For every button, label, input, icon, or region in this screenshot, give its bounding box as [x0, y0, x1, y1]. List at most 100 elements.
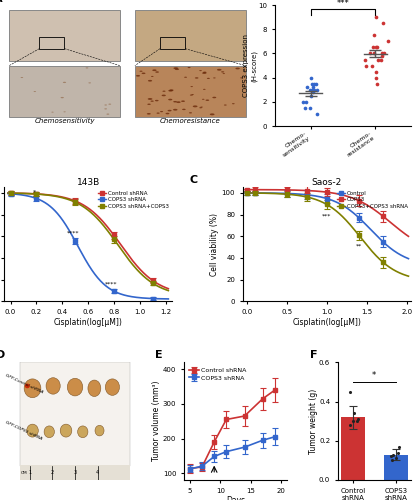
Text: ****: **** — [105, 282, 118, 287]
Ellipse shape — [161, 94, 166, 96]
Point — [372, 44, 379, 52]
Ellipse shape — [175, 68, 179, 70]
Point — [388, 452, 394, 460]
Point — [381, 50, 387, 58]
FancyBboxPatch shape — [9, 66, 120, 116]
Text: 3: 3 — [73, 470, 77, 476]
FancyBboxPatch shape — [9, 10, 120, 61]
Point — [309, 80, 315, 88]
Ellipse shape — [190, 94, 193, 96]
Ellipse shape — [205, 100, 209, 101]
Ellipse shape — [151, 76, 154, 77]
Legend: Control shRNA, COPS3 shRNA: Control shRNA, COPS3 shRNA — [187, 366, 249, 383]
Ellipse shape — [152, 70, 156, 71]
Ellipse shape — [203, 89, 205, 90]
Ellipse shape — [156, 112, 160, 114]
Point — [313, 110, 320, 118]
Ellipse shape — [34, 91, 36, 92]
Text: GFP-COPS3 shRNA: GFP-COPS3 shRNA — [4, 420, 42, 441]
FancyBboxPatch shape — [20, 362, 130, 466]
Point — [354, 416, 361, 424]
Point — [307, 104, 314, 112]
Ellipse shape — [105, 379, 120, 396]
Ellipse shape — [67, 378, 83, 396]
Ellipse shape — [160, 111, 163, 112]
Text: 1: 1 — [28, 470, 32, 476]
Point — [375, 56, 382, 64]
Ellipse shape — [46, 378, 60, 394]
Point — [354, 417, 360, 425]
Point — [347, 421, 353, 429]
Text: *: * — [32, 189, 35, 194]
Text: **: ** — [356, 244, 362, 249]
Point — [303, 84, 310, 92]
Point — [374, 80, 381, 88]
Ellipse shape — [235, 68, 240, 70]
Ellipse shape — [184, 76, 187, 78]
Ellipse shape — [168, 90, 173, 92]
Point — [366, 50, 373, 58]
Ellipse shape — [168, 98, 172, 100]
Point — [314, 86, 321, 94]
Point — [310, 86, 317, 94]
Ellipse shape — [88, 82, 91, 84]
Point — [380, 19, 386, 27]
Ellipse shape — [173, 109, 178, 110]
Bar — [384, 454, 408, 480]
Point — [390, 450, 397, 458]
Point — [374, 44, 380, 52]
Ellipse shape — [199, 70, 202, 71]
Ellipse shape — [217, 69, 222, 70]
Point — [308, 92, 315, 100]
Ellipse shape — [195, 77, 198, 78]
Ellipse shape — [147, 104, 151, 105]
Point — [302, 98, 309, 106]
Legend: Control, COPS3, COPS3+COPS3 shRNA: Control, COPS3, COPS3+COPS3 shRNA — [336, 190, 408, 210]
Point — [371, 50, 377, 58]
Legend: Control shRNA, COPS3 shRNA, COPS3 shRNA+COPS3: Control shRNA, COPS3 shRNA, COPS3 shRNA+… — [98, 190, 169, 210]
Ellipse shape — [44, 426, 54, 438]
Text: Chemoresistance: Chemoresistance — [160, 118, 221, 124]
Ellipse shape — [104, 104, 107, 106]
Text: Chemosensitivity: Chemosensitivity — [34, 118, 95, 124]
Ellipse shape — [181, 100, 185, 102]
FancyBboxPatch shape — [135, 10, 246, 61]
Ellipse shape — [147, 113, 151, 114]
Point — [389, 456, 395, 464]
Ellipse shape — [203, 72, 207, 73]
Ellipse shape — [212, 96, 216, 98]
Y-axis label: COPS3 expression
(H-score): COPS3 expression (H-score) — [244, 34, 257, 97]
Ellipse shape — [155, 72, 159, 73]
Point — [395, 448, 402, 456]
Text: ***: *** — [322, 213, 332, 218]
Ellipse shape — [189, 112, 192, 114]
Point — [308, 86, 315, 94]
Ellipse shape — [199, 107, 202, 108]
Point — [373, 13, 379, 21]
X-axis label: Cisplatin(log[μM]): Cisplatin(log[μM]) — [54, 318, 122, 326]
Ellipse shape — [142, 72, 146, 74]
Point — [349, 417, 356, 425]
Text: E: E — [155, 350, 163, 360]
Point — [369, 44, 376, 52]
Ellipse shape — [148, 80, 152, 82]
Point — [299, 98, 306, 106]
Point — [369, 62, 376, 70]
Bar — [341, 418, 365, 480]
Ellipse shape — [222, 73, 225, 74]
Ellipse shape — [190, 86, 193, 87]
Ellipse shape — [207, 78, 210, 79]
Text: GFP-Control shRNA: GFP-Control shRNA — [4, 373, 43, 394]
Ellipse shape — [151, 100, 154, 102]
Ellipse shape — [168, 110, 172, 112]
Ellipse shape — [139, 70, 143, 72]
Point — [347, 388, 353, 396]
Ellipse shape — [104, 108, 107, 110]
Ellipse shape — [210, 114, 215, 116]
Ellipse shape — [200, 106, 203, 108]
Y-axis label: Cell viability (%): Cell viability (%) — [210, 213, 219, 276]
Text: CM: CM — [21, 471, 27, 475]
Point — [306, 86, 313, 94]
Point — [373, 74, 380, 82]
Y-axis label: Tumor weight (g): Tumor weight (g) — [308, 388, 317, 454]
